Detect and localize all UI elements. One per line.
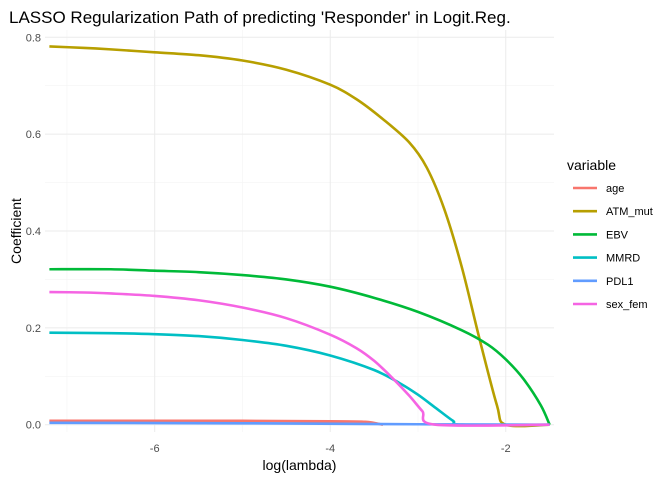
y-axis-ticks: 0.0 0.2 0.4 0.6 0.8 (26, 32, 41, 431)
legend-label-age: age (606, 183, 624, 195)
legend-title: variable (567, 157, 616, 173)
x-axis-label: log(lambda) (263, 457, 337, 473)
x-tick-label: -4 (325, 443, 335, 455)
legend-label-sex-fem: sex_fem (606, 299, 648, 311)
grid (45, 30, 554, 432)
series-line-age (49, 419, 384, 427)
legend-label-atm-mut: ATM_mut (606, 206, 653, 218)
y-tick-label: 0.0 (26, 420, 41, 432)
x-tick-label: -2 (501, 443, 511, 455)
chart-title: LASSO Regularization Path of predicting … (9, 8, 511, 27)
legend: variable age ATM_mut EBV MMRD PDL1 sex_fem (567, 157, 653, 311)
legend-label-ebv: EBV (606, 229, 629, 241)
series-lines (49, 45, 551, 428)
series-line-atm-mut (49, 45, 550, 428)
legend-label-mmrd: MMRD (606, 253, 640, 265)
x-axis-ticks: -6 -4 -2 (150, 443, 511, 455)
y-tick-label: 0.8 (26, 32, 41, 44)
y-tick-label: 0.2 (26, 323, 41, 335)
legend-label-pdl1: PDL1 (606, 276, 634, 288)
series-line-sex-fem (49, 290, 550, 427)
x-tick-label: -6 (150, 443, 160, 455)
series-line-mmrd (49, 331, 550, 427)
y-axis-label: Coefficient (8, 198, 24, 264)
y-tick-label: 0.6 (26, 129, 41, 141)
y-tick-label: 0.4 (26, 226, 41, 238)
series-line-ebv (49, 267, 551, 426)
